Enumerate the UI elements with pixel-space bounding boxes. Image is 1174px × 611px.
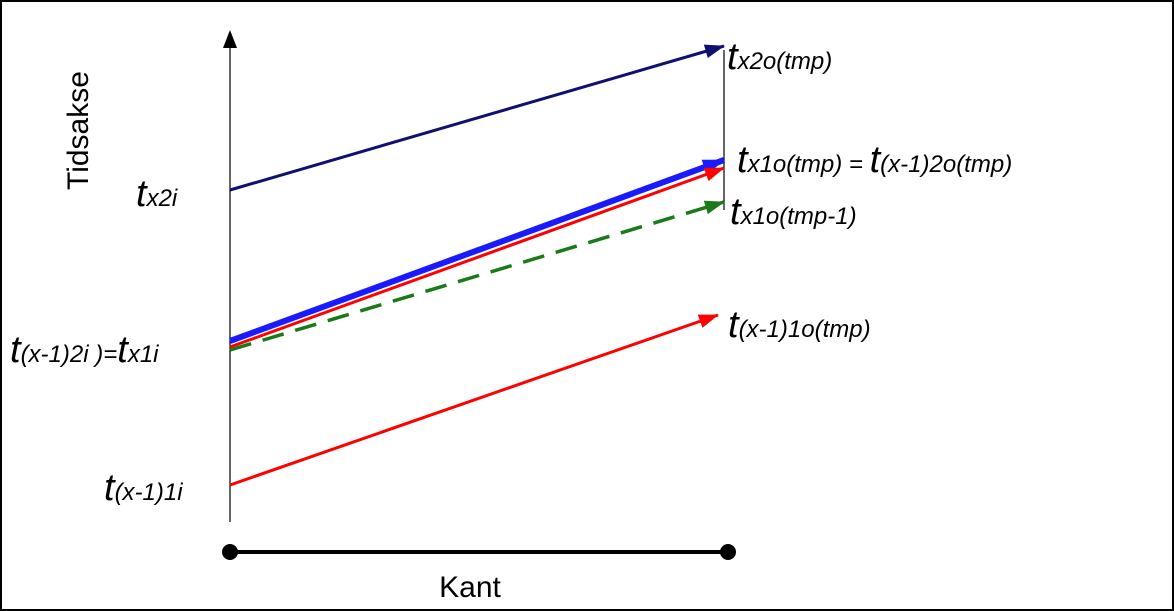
- edge-end-node: [720, 544, 736, 560]
- label-t-x-1-1i: t(x-1)1i: [104, 467, 183, 509]
- label-tx2i: tx2i: [136, 173, 178, 215]
- arrow-x1-red: [229, 166, 725, 349]
- label-tx1o-eq-t-x-1-2o: tx1o(tmp) = t(x-1)2o(tmp): [737, 139, 1012, 181]
- arrow-x-1-1: [229, 313, 719, 487]
- time-axis-arrowhead: [223, 30, 237, 48]
- arrow-x2: [229, 44, 725, 192]
- arrow-x1-blue: [228, 157, 726, 344]
- x-axis-label: Kant: [439, 571, 501, 604]
- y-axis-label: Tidsakse: [62, 71, 95, 190]
- edge-start-node: [222, 544, 238, 560]
- label-tx1o-tmp-1: tx1o(tmp-1): [730, 191, 857, 233]
- label-t-x-1-1o-tmp: t(x-1)1o(tmp): [728, 304, 871, 346]
- label-t-x-1-2i-eq-tx1i: t(x-1)2i )=tx1i: [10, 329, 159, 371]
- label-tx2o-tmp: tx2o(tmp): [727, 36, 832, 78]
- arrow-x1-prev-dashed: [229, 200, 725, 352]
